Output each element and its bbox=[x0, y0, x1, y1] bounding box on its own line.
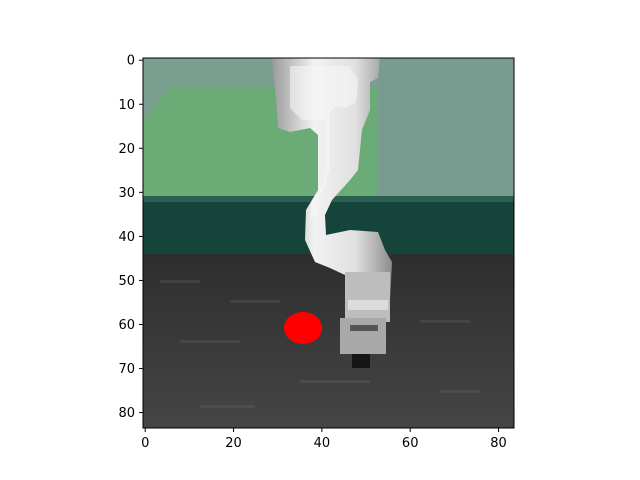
y-tick-label: 10 bbox=[118, 98, 135, 113]
robot-arm bbox=[272, 58, 392, 368]
y-tick-label: 70 bbox=[118, 362, 135, 377]
gripper-base bbox=[340, 318, 386, 354]
y-tick-label: 30 bbox=[118, 186, 135, 201]
floor bbox=[143, 254, 514, 428]
y-tick-label: 20 bbox=[118, 142, 135, 157]
y-tick-label: 80 bbox=[118, 406, 135, 421]
y-tick-label: 0 bbox=[127, 54, 135, 69]
y-tick-label: 40 bbox=[118, 230, 135, 245]
x-tick-label: 60 bbox=[402, 436, 419, 451]
x-tick-label: 20 bbox=[225, 436, 242, 451]
x-axis: 0 20 40 60 80 bbox=[141, 428, 507, 451]
gripper-body bbox=[345, 272, 390, 322]
wall-right bbox=[378, 58, 514, 201]
scene-image bbox=[143, 58, 514, 428]
y-tick-label: 50 bbox=[118, 274, 135, 289]
y-axis: 0 10 20 30 40 50 60 70 80 bbox=[118, 54, 143, 421]
x-tick-label: 0 bbox=[141, 436, 149, 451]
x-tick-label: 80 bbox=[490, 436, 507, 451]
axes-frame bbox=[142, 57, 515, 429]
x-tick-label: 40 bbox=[314, 436, 331, 451]
target-object bbox=[284, 312, 322, 344]
y-tick-label: 60 bbox=[118, 318, 135, 333]
